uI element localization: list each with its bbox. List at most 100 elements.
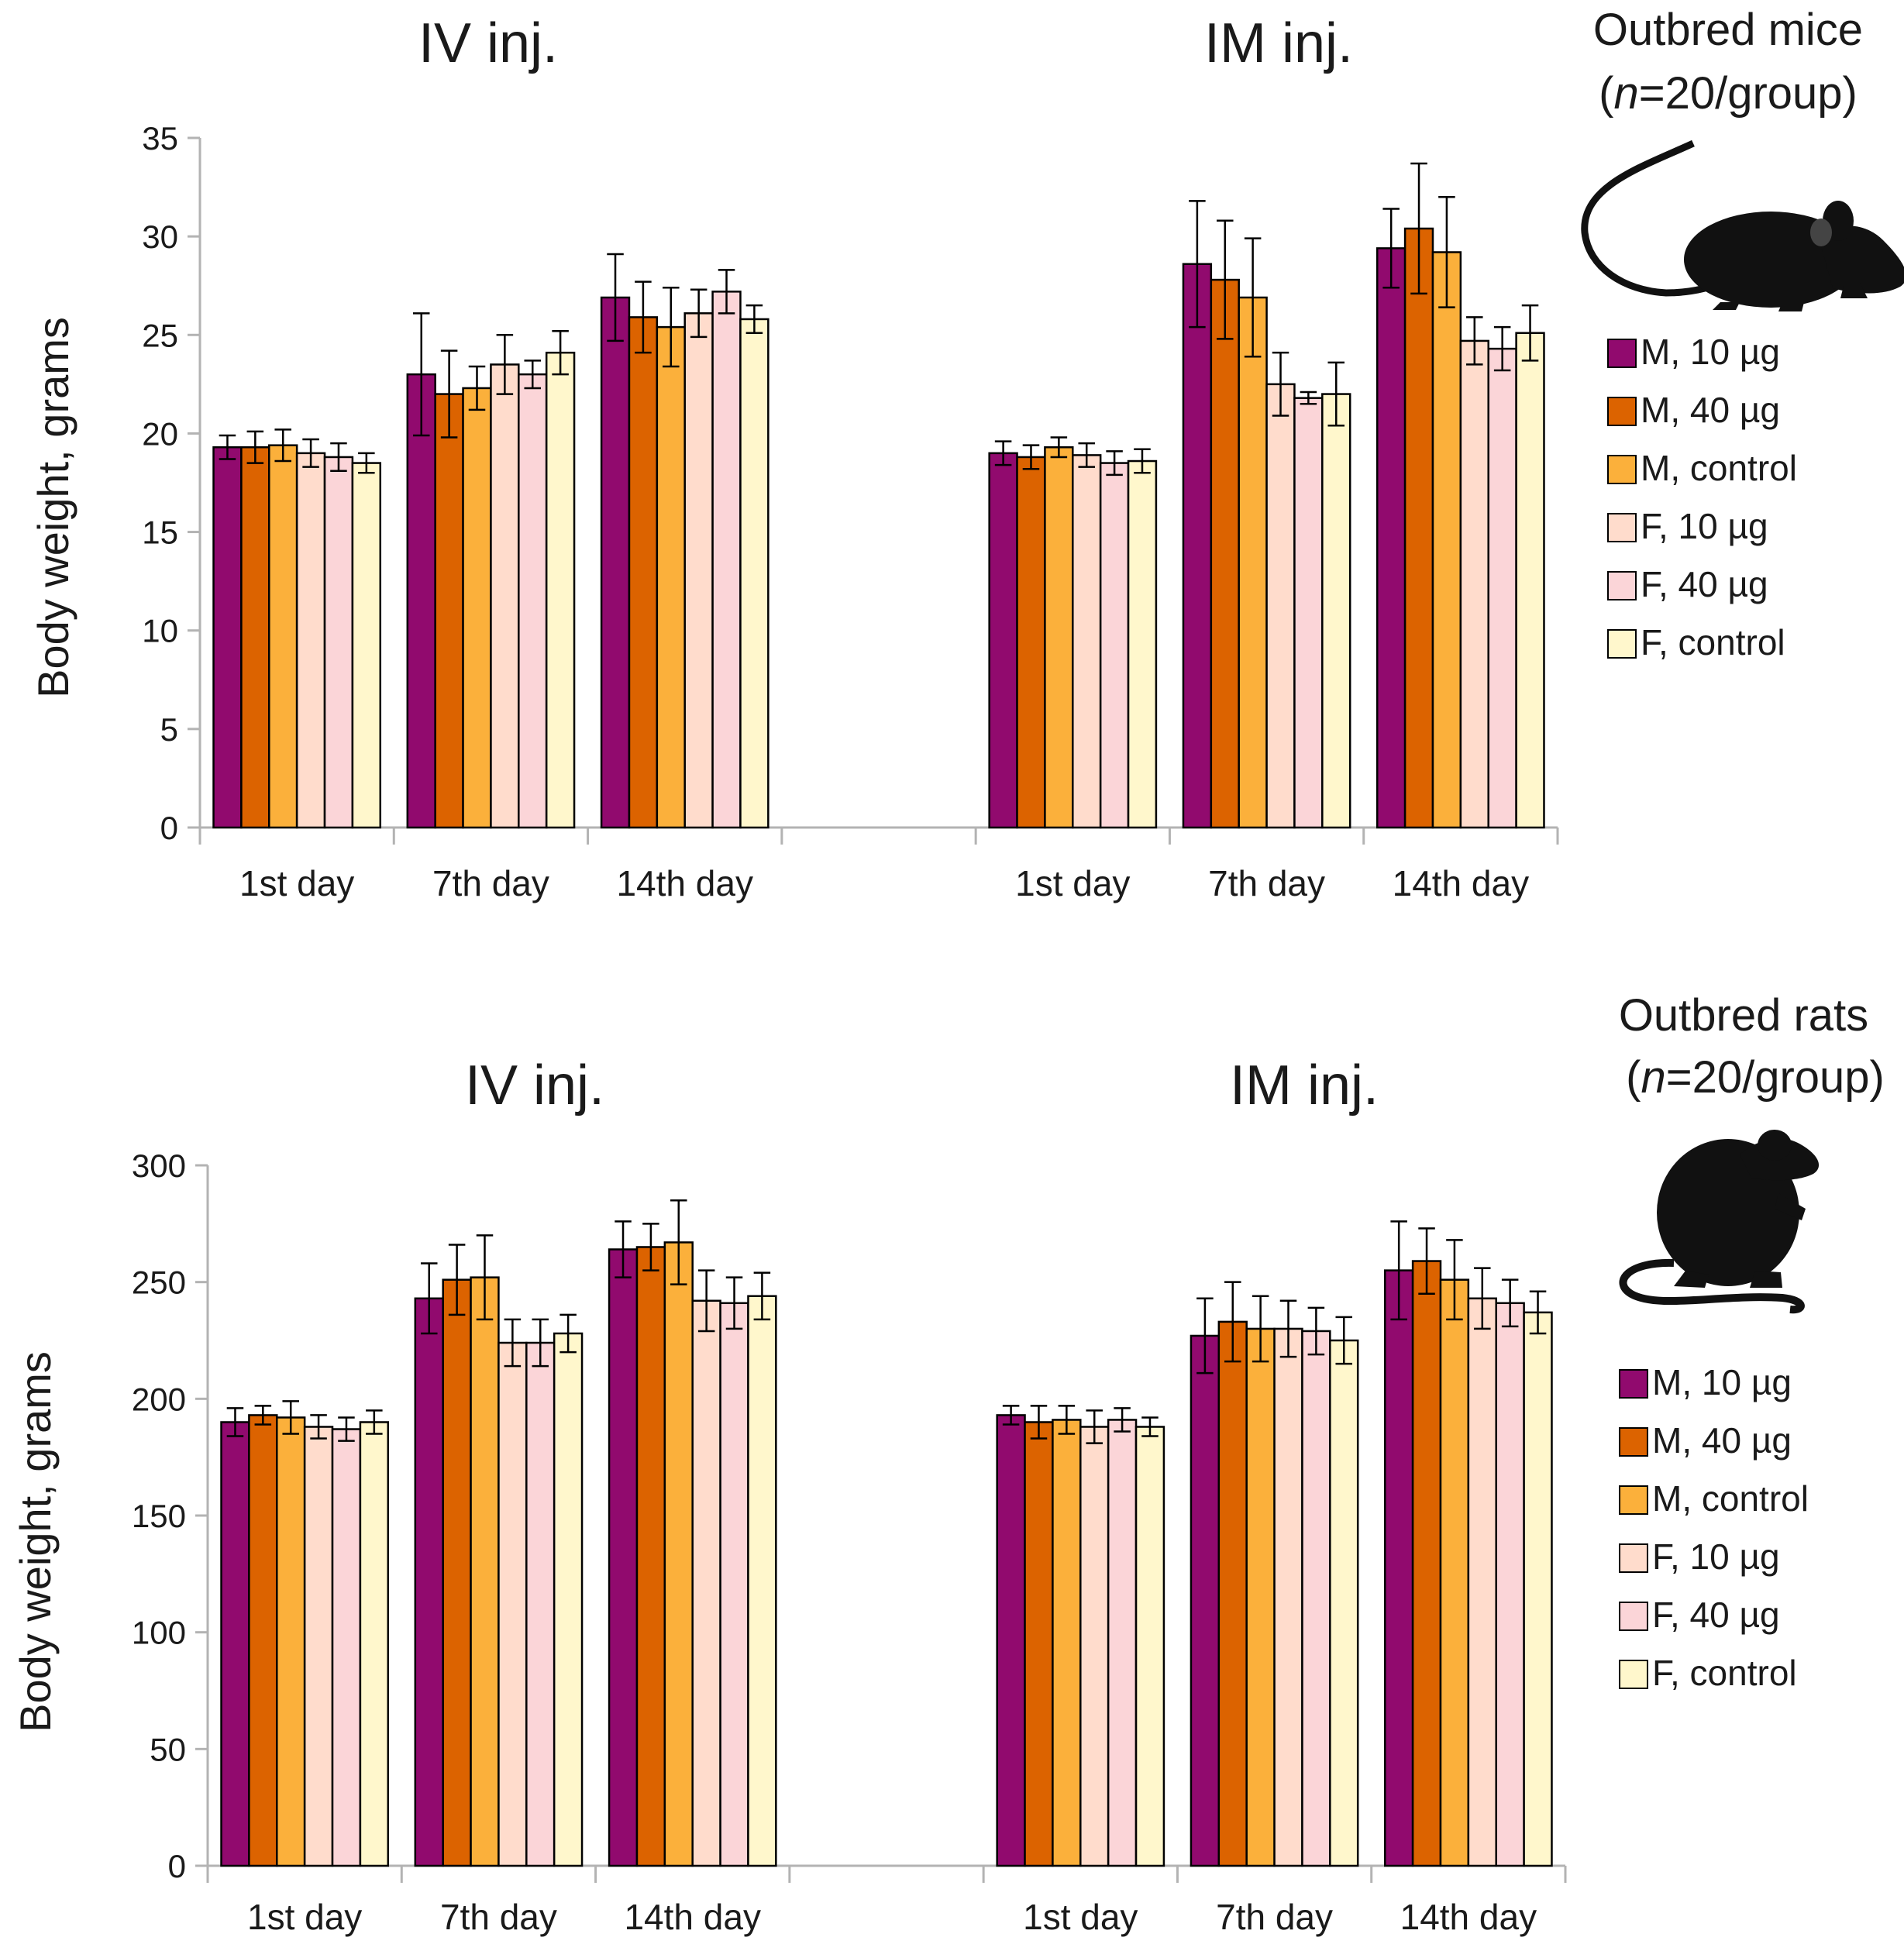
bar — [1487, 347, 1517, 829]
y-tick-label: 20 — [142, 415, 178, 452]
bar — [1099, 462, 1130, 829]
bar — [323, 456, 354, 829]
y-tick-label: 100 — [132, 1615, 186, 1651]
legend-swatch — [1619, 1369, 1648, 1399]
y-tick-label: 50 — [150, 1731, 186, 1767]
bar — [1217, 1320, 1248, 1867]
bar — [628, 316, 659, 829]
y-tick-label: 15 — [142, 514, 178, 551]
bar — [268, 444, 298, 829]
bar — [1127, 459, 1158, 829]
bar — [498, 1341, 528, 1867]
bar — [988, 452, 1018, 829]
mice-y-axis-label: Body weight, grams — [29, 317, 77, 698]
legend-swatch — [1619, 1660, 1648, 1689]
bar — [220, 1421, 250, 1867]
x-category-label: 7th day — [432, 863, 549, 903]
y-tick-label: 300 — [132, 1148, 186, 1184]
bar — [683, 312, 714, 829]
bar — [303, 1426, 334, 1867]
legend-swatch — [1619, 1427, 1648, 1457]
x-category-label: 14th day — [616, 863, 752, 903]
bar — [490, 363, 520, 829]
bar — [240, 446, 270, 829]
bar — [442, 1278, 472, 1867]
rats-animal-title: Outbred rats — [1619, 990, 1868, 1041]
y-tick-label: 25 — [142, 317, 178, 353]
bar — [663, 1241, 694, 1867]
legend-label: M, 10 µg — [1652, 1362, 1792, 1402]
bar — [518, 373, 548, 829]
x-category-label: 1st day — [1023, 1897, 1138, 1937]
bar — [1495, 1302, 1525, 1867]
legend-label: M, 10 µg — [1641, 332, 1780, 372]
bar — [359, 1421, 390, 1867]
bar — [747, 1295, 777, 1867]
bar — [525, 1341, 556, 1867]
bar — [1238, 296, 1268, 829]
mice-iv-title: IV inj. — [418, 12, 558, 74]
rats-y-axis-label: Body weight, grams — [11, 1351, 60, 1733]
bar — [331, 1428, 362, 1867]
bar — [1403, 227, 1434, 829]
y-tick-label: 35 — [142, 120, 178, 157]
y-tick-label: 5 — [160, 711, 178, 748]
bar — [1375, 247, 1406, 829]
mice-sample-size: (n=20/group) — [1599, 68, 1858, 119]
bar — [351, 462, 382, 829]
bar — [1245, 1327, 1276, 1867]
bar — [1383, 1269, 1414, 1867]
legend-label: M, control — [1641, 448, 1797, 488]
bar — [1273, 1327, 1303, 1867]
legend-swatch — [1619, 1543, 1648, 1573]
bar — [1515, 332, 1545, 829]
bar — [1190, 1334, 1221, 1867]
y-tick-label: 10 — [142, 613, 178, 649]
x-category-label: 14th day — [624, 1897, 760, 1937]
mice-animal-title: Outbred mice — [1593, 5, 1863, 55]
bar — [1265, 383, 1296, 829]
x-category-label: 7th day — [1216, 1897, 1333, 1937]
bar — [608, 1248, 639, 1867]
y-tick-label: 0 — [168, 1848, 186, 1884]
rats-chart: IV inj. IM inj. Outbred rats (n=20/group… — [11, 990, 1885, 1937]
x-category-label: 7th day — [440, 1897, 557, 1937]
bar — [1182, 263, 1213, 829]
bar — [1431, 251, 1462, 829]
legend-label: F, 10 µg — [1641, 506, 1768, 546]
mice-im-title: IM inj. — [1204, 12, 1353, 74]
x-category-label: 14th day — [1393, 863, 1529, 903]
bar — [1293, 397, 1324, 829]
bar — [553, 1332, 584, 1867]
legend-label: F, 10 µg — [1652, 1536, 1780, 1577]
bar — [1107, 1419, 1138, 1867]
legend-swatch — [1607, 629, 1637, 659]
bar — [276, 1416, 306, 1867]
bar — [1459, 339, 1489, 829]
bar — [406, 373, 436, 829]
y-tick-label: 0 — [160, 810, 178, 846]
bar — [470, 1276, 500, 1867]
rats-sample-size: (n=20/group) — [1626, 1052, 1885, 1103]
bar — [656, 325, 686, 829]
x-category-label: 14th day — [1400, 1897, 1537, 1937]
bar — [1079, 1426, 1110, 1867]
bar — [1439, 1278, 1470, 1867]
legend-swatch — [1607, 455, 1637, 484]
rat-silhouette-icon — [1619, 1130, 1820, 1314]
rats-im-title: IM inj. — [1230, 1055, 1379, 1117]
bar — [1411, 1260, 1442, 1867]
bar — [1329, 1339, 1359, 1867]
bar — [600, 296, 631, 829]
legend-label: F, 40 µg — [1641, 564, 1768, 604]
y-tick-label: 150 — [132, 1498, 186, 1534]
bar — [1210, 278, 1240, 829]
mice-chart: IV inj. IM inj. Outbred mice (n=20/group… — [29, 5, 1904, 903]
bar — [1024, 1421, 1054, 1867]
mouse-silhouette-icon — [1581, 139, 1904, 311]
legend-label: F, control — [1641, 622, 1785, 662]
bar — [1016, 456, 1046, 829]
legend-swatch — [1619, 1602, 1648, 1631]
x-category-label: 1st day — [247, 1897, 362, 1937]
